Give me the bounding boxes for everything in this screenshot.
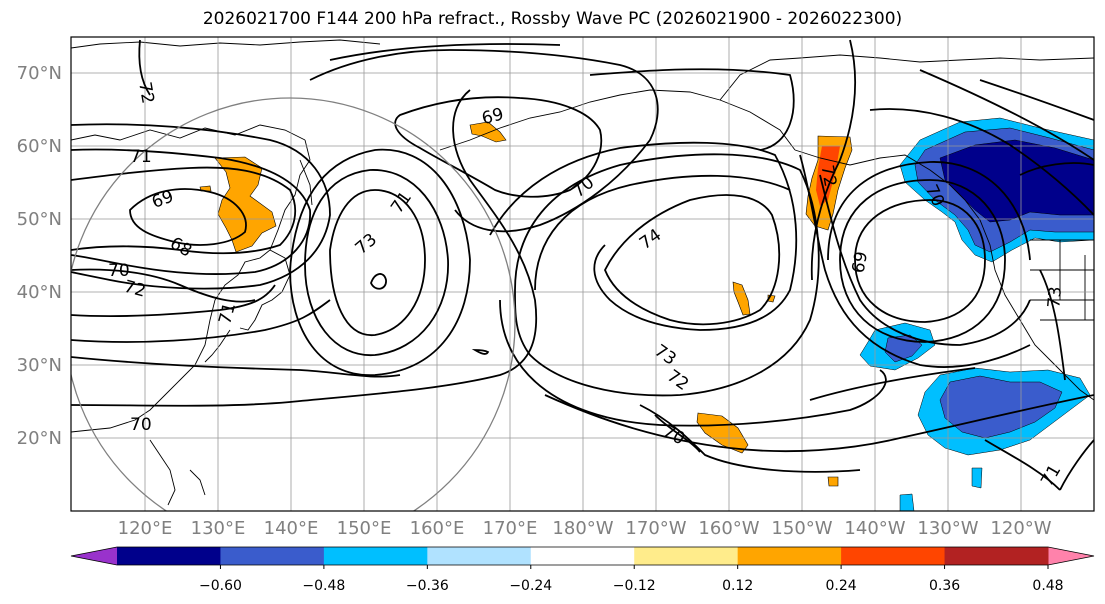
lon-label: 130°W — [917, 518, 978, 539]
colorbar: −0.60 −0.48 −0.36 −0.24 −0.12 0.12 0.24 0.36 0.4… — [70, 546, 1095, 594]
colorbar-segment — [220, 547, 325, 565]
contour-label: 70 — [108, 261, 130, 281]
contour-label: 71 — [130, 147, 152, 167]
colorbar-segment — [737, 547, 842, 565]
colorbar-tick-label: −0.60 — [199, 578, 242, 594]
colorbar-tick-label: 0.12 — [722, 578, 753, 594]
range-circle — [71, 97, 516, 511]
colorbar-segment — [117, 547, 221, 565]
colorbar-segment — [944, 547, 1049, 565]
colorbar-segment — [634, 547, 739, 565]
colorbar-tick-label: 0.36 — [929, 578, 960, 594]
colorbar-tick-label: −0.48 — [302, 578, 345, 594]
lon-label: 180°W — [552, 518, 613, 539]
colorbar-segment — [530, 547, 635, 565]
lon-label: 130°E — [191, 518, 246, 539]
colorbar-tick-label: 0.24 — [826, 578, 857, 594]
lon-label: 150°W — [771, 518, 832, 539]
contour-label: 72 — [817, 164, 840, 189]
colorbar-segment — [323, 547, 428, 565]
lat-label: 40°N — [17, 282, 62, 303]
colorbar-extend-high — [1048, 547, 1094, 565]
lat-label: 60°N — [17, 136, 62, 157]
lat-label: 70°N — [17, 63, 62, 84]
colorbar-segment — [427, 547, 532, 565]
map-title: 2026021700 F144 200 hPa refract., Rossby… — [202, 9, 903, 29]
refractivity-contours — [71, 39, 1094, 491]
lon-label: 160°E — [410, 518, 465, 539]
lon-label: 140°E — [264, 518, 319, 539]
graticule — [71, 37, 1094, 511]
contour-label: 70 — [130, 415, 152, 435]
lon-label: 170°W — [625, 518, 686, 539]
colorbar-tick-label: −0.36 — [406, 578, 449, 594]
colorbar-tick-label: −0.12 — [613, 578, 656, 594]
colorbar-tick-label: −0.24 — [509, 578, 552, 594]
colorbar-segment — [841, 547, 946, 565]
contour-label: 69 — [849, 250, 872, 275]
lon-label: 160°W — [698, 518, 759, 539]
lon-label: 120°E — [118, 518, 173, 539]
lat-label: 50°N — [17, 209, 62, 230]
lat-label: 30°N — [17, 355, 62, 376]
negative-anomaly-regions — [859, 117, 1094, 511]
colorbar-tick-label: 0.48 — [1032, 578, 1063, 594]
colorbar-extend-low — [71, 547, 117, 565]
lon-label: 150°E — [337, 518, 392, 539]
contour-label: 72 — [134, 80, 157, 105]
map-frame — [70, 36, 1095, 512]
contour-label: 73 — [1044, 286, 1066, 309]
lon-label: 170°E — [483, 518, 538, 539]
lat-label: 20°N — [17, 428, 62, 449]
lon-label: 140°W — [844, 518, 905, 539]
longitude-labels: 120°E 130°E 140°E 150°E 160°E 170°E 180°… — [118, 518, 1052, 539]
lon-label: 120°W — [990, 518, 1051, 539]
positive-anomaly-regions — [199, 121, 853, 487]
latitude-labels: 70°N 60°N 50°N 40°N 30°N 20°N — [17, 63, 62, 449]
